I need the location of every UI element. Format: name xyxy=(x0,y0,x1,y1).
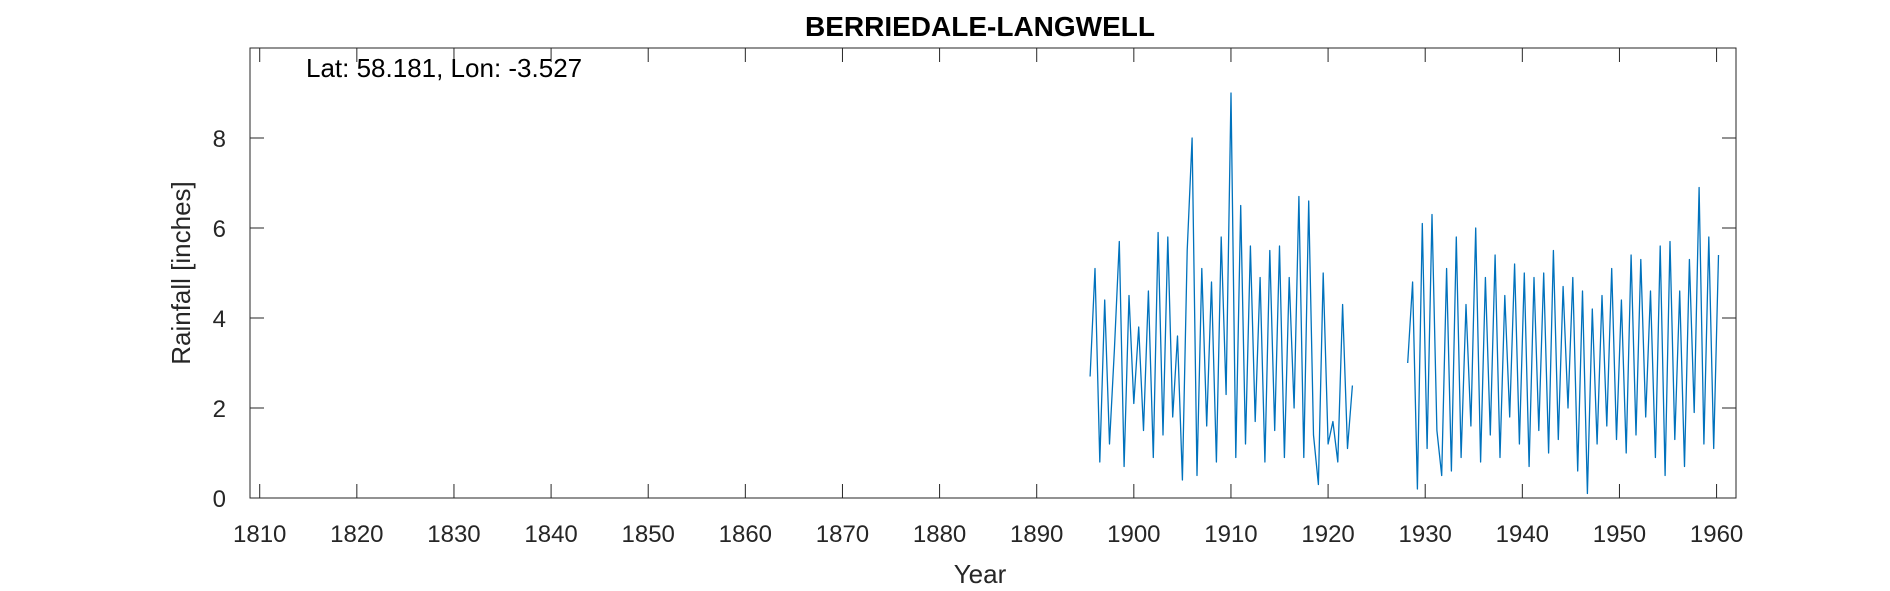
x-tick-label: 1900 xyxy=(1107,521,1160,548)
x-tick-label: 1910 xyxy=(1204,521,1257,548)
x-tick-label: 1880 xyxy=(913,521,966,548)
x-tick-label: 1920 xyxy=(1301,521,1354,548)
rainfall-series-line xyxy=(1407,186,1720,495)
y-tick-label: 6 xyxy=(213,216,226,243)
x-tick-label: 1940 xyxy=(1496,521,1549,548)
y-tick-label: 8 xyxy=(213,126,226,153)
x-tick-label: 1870 xyxy=(816,521,869,548)
x-tick-label: 1890 xyxy=(1010,521,1063,548)
rainfall-series-line xyxy=(1089,92,1354,486)
x-tick-label: 1950 xyxy=(1593,521,1646,548)
x-tick-label: 1860 xyxy=(719,521,772,548)
y-tick-label: 2 xyxy=(213,396,226,423)
y-tick-label: 0 xyxy=(213,486,226,513)
x-axis-ticks: 1810 1820 1830 1840 1850 1860 1870 1880 1890 1900… xyxy=(233,48,1743,548)
x-tick-label: 1960 xyxy=(1690,521,1743,548)
x-tick-label: 1830 xyxy=(427,521,480,548)
y-axis-ticks: 0 2 4 6 8 xyxy=(213,126,1736,513)
y-axis-label: Rainfall [inches] xyxy=(166,181,196,365)
series-layer xyxy=(1089,92,1720,495)
x-tick-label: 1850 xyxy=(622,521,675,548)
x-tick-label: 1810 xyxy=(233,521,286,548)
x-tick-label: 1840 xyxy=(524,521,577,548)
x-tick-label: 1820 xyxy=(330,521,383,548)
x-tick-label: 1930 xyxy=(1399,521,1452,548)
y-tick-label: 4 xyxy=(213,306,226,333)
x-axis-label: Year xyxy=(954,559,1007,589)
plot-area xyxy=(249,47,1737,499)
chart-title: BERRIEDALE-LANGWELL xyxy=(805,11,1155,42)
location-annotation: Lat: 58.181, Lon: -3.527 xyxy=(306,53,582,83)
